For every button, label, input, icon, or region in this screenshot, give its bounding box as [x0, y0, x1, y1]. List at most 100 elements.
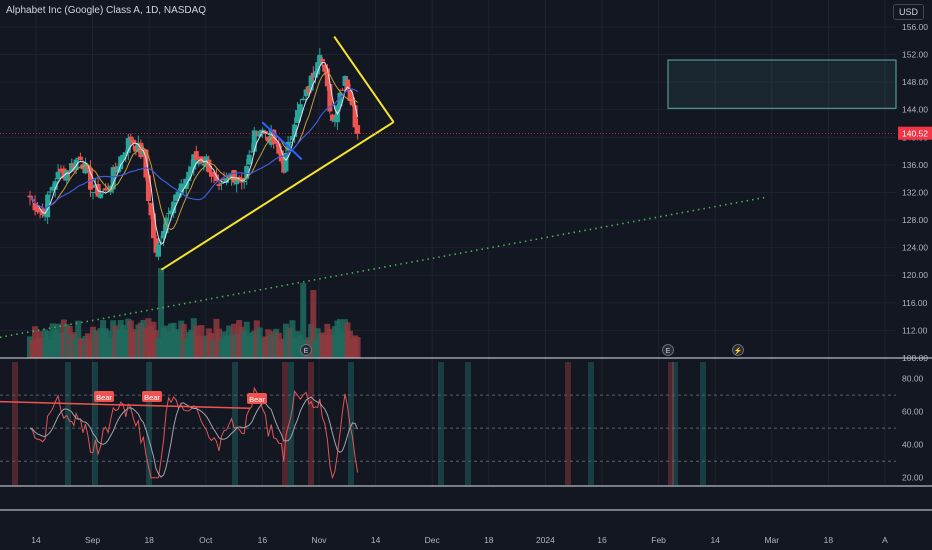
- time-tick-label: 2024: [536, 535, 555, 545]
- osc-signal-band: [65, 362, 71, 486]
- ema-50-line: [29, 88, 358, 210]
- candle-body: [317, 54, 323, 66]
- time-tick-label: Nov: [311, 535, 327, 545]
- currency-button[interactable]: USD: [892, 4, 924, 20]
- volume-bars: [27, 268, 361, 358]
- candle-body: [327, 84, 333, 112]
- candle-body: [257, 131, 263, 137]
- candle-body: [308, 75, 314, 91]
- candle-body: [52, 181, 58, 190]
- candle-body: [337, 92, 343, 107]
- candle-body: [196, 160, 202, 165]
- time-tick-label: 14: [710, 535, 720, 545]
- candle-body: [249, 151, 255, 153]
- current-price-label: 140.52: [902, 129, 928, 139]
- candle-body: [201, 163, 207, 166]
- candle-body: [273, 141, 279, 144]
- price-tick-label: 112.00: [902, 325, 928, 335]
- candle-body: [27, 195, 33, 198]
- candle-body: [355, 125, 361, 134]
- candle-body: [35, 207, 41, 212]
- candle-body: [178, 183, 184, 195]
- candle-body: [67, 171, 73, 173]
- time-tick-label: Sep: [85, 535, 100, 545]
- time-tick-label: 18: [144, 535, 154, 545]
- time-tick-label: 18: [824, 535, 834, 545]
- candle-body: [345, 79, 351, 90]
- osc-signal-band: [282, 362, 288, 486]
- event-marker-icon: [732, 344, 744, 356]
- candle-body: [221, 179, 227, 181]
- range-box: [667, 59, 897, 109]
- candle-body: [208, 171, 214, 177]
- time-tick-label: Oct: [199, 535, 213, 545]
- osc-signal-band: [348, 362, 354, 486]
- candle-body: [135, 142, 141, 152]
- price-tick-label: 120.00: [902, 270, 928, 280]
- candle-body: [183, 178, 189, 189]
- candle-body: [93, 184, 99, 188]
- candle-body: [322, 64, 328, 72]
- price-tick-label: 108.00: [902, 353, 928, 363]
- candle-body: [158, 242, 164, 244]
- osc-tick-label: 40.00: [902, 440, 924, 450]
- candle-body: [123, 152, 129, 156]
- volume-bar: [310, 290, 317, 358]
- oscillator-signal-line: [29, 396, 359, 478]
- time-tick-label: A: [882, 535, 888, 545]
- price-tick-label: 144.00: [902, 105, 928, 115]
- candles: [27, 48, 361, 261]
- volume-bar: [158, 268, 165, 358]
- osc-tick-label: 80.00: [902, 374, 924, 384]
- candle-body: [145, 175, 151, 202]
- candle-body: [176, 191, 182, 198]
- candle-body: [211, 173, 217, 176]
- osc-tick-label: 20.00: [902, 473, 924, 483]
- candle-body: [339, 89, 345, 91]
- candle-body: [45, 194, 51, 218]
- oscillator-panel: [0, 362, 896, 486]
- candle-body: [37, 211, 43, 213]
- osc-signal-band: [700, 362, 706, 486]
- osc-signal-band: [465, 362, 471, 486]
- price-tick-label: 152.00: [902, 49, 928, 59]
- candle-body: [140, 151, 146, 155]
- osc-signal-band: [146, 362, 152, 486]
- candle-body: [105, 189, 111, 191]
- osc-signal-band: [308, 362, 314, 486]
- osc-signal-band: [565, 362, 571, 486]
- candle-body: [85, 166, 91, 170]
- candle-body: [303, 89, 309, 97]
- candle-body: [294, 110, 300, 123]
- bear-label: Bear: [96, 393, 112, 402]
- candle-body: [82, 162, 88, 174]
- price-tick-label: 148.00: [902, 77, 928, 87]
- candle-body: [332, 118, 338, 122]
- trendline: [261, 121, 303, 161]
- candle-body: [58, 168, 64, 172]
- candle-body: [241, 180, 247, 183]
- current-price-badge: [898, 126, 932, 140]
- candle-body: [193, 151, 199, 161]
- candle-body: [90, 191, 96, 193]
- candle-body: [186, 171, 192, 182]
- candle-body: [347, 89, 353, 101]
- trendline: [160, 121, 395, 271]
- candle-body: [118, 156, 124, 170]
- candle-body: [120, 154, 126, 160]
- price-tick-label: 116.00: [902, 298, 928, 308]
- candle-body: [251, 130, 257, 152]
- candle-body: [329, 114, 335, 121]
- candle-body: [188, 166, 194, 173]
- candle-body: [77, 156, 83, 161]
- candle-body: [55, 171, 61, 180]
- bear-label: Bear: [249, 395, 265, 404]
- time-tick-label: 16: [597, 535, 607, 545]
- candle-body: [143, 149, 149, 178]
- candle-body: [138, 142, 144, 158]
- candle-body: [324, 68, 330, 87]
- candle-body: [161, 230, 167, 239]
- candle-body: [297, 104, 303, 114]
- candle-body: [64, 170, 70, 181]
